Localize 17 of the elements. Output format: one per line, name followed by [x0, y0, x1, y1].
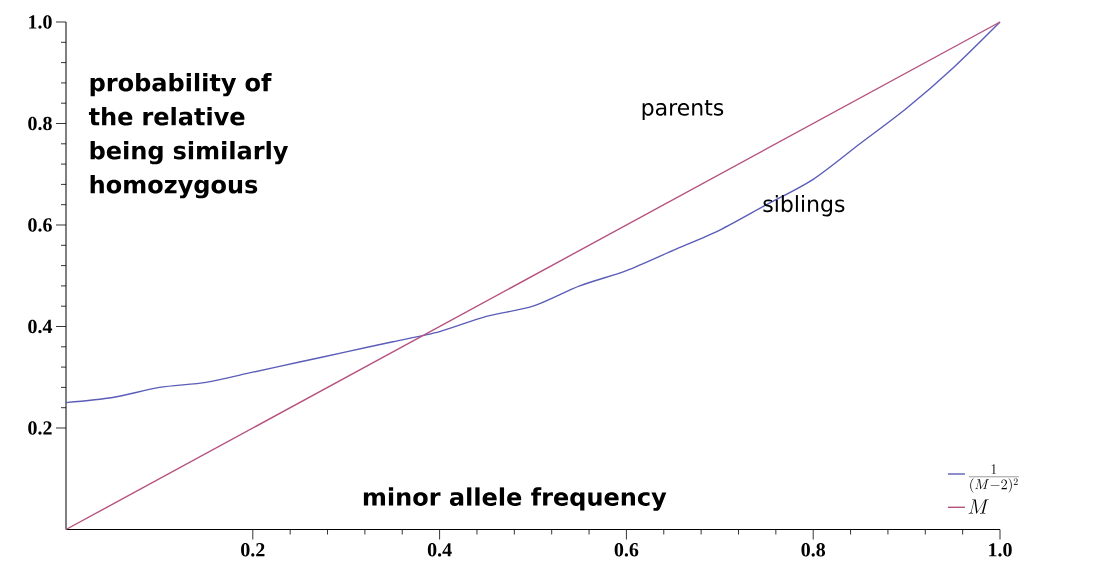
x-tick-label: 0.2: [241, 543, 265, 557]
y-tick-label: 0.8: [28, 116, 52, 131]
y-tick-label: 0.2: [28, 421, 52, 435]
y-axis-title: probability of the relative being similarly homozygous: [88, 72, 289, 199]
x-tick-label: 0.4: [427, 543, 452, 557]
legend-label: $\frac{1}{(M-2)^{2}}$: [968, 464, 1019, 493]
y-tick-label: 1.0: [29, 15, 52, 29]
annotation: siblings: [763, 195, 845, 217]
y-tick-label: 0.4: [28, 319, 53, 334]
x-tick-label: 1.0: [989, 543, 1012, 557]
legend-label: $M$: [968, 499, 989, 514]
x-tick-label: 0.6: [614, 543, 639, 557]
line-series: [65, 21, 1001, 404]
x-tick-label: 0.8: [801, 543, 826, 557]
annotation: parents: [642, 99, 724, 120]
x-axis-title: minor allele frequency: [363, 487, 667, 511]
y-tick-label: 0.6: [28, 218, 52, 232]
